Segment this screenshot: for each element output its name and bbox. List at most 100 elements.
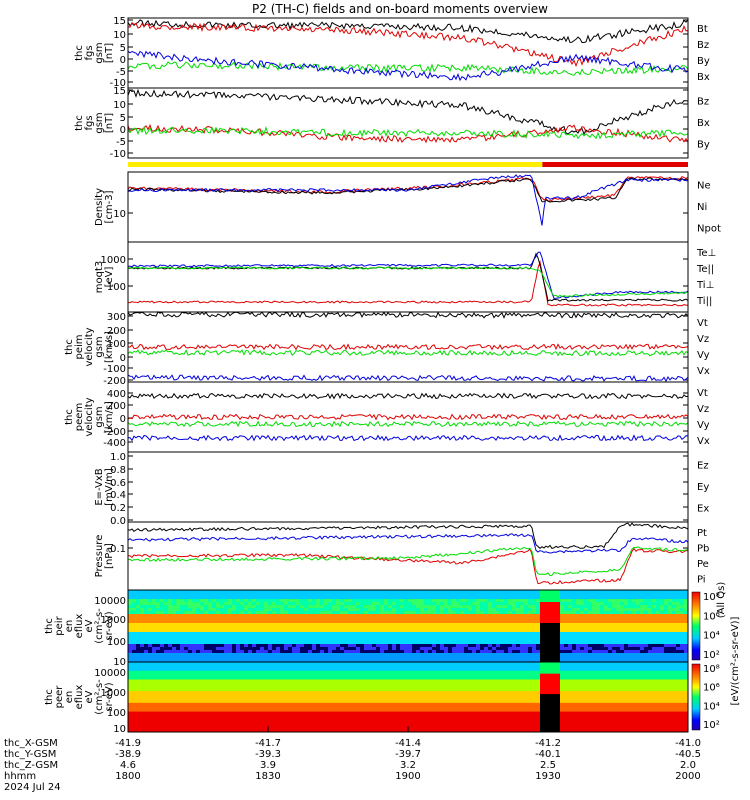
heatmap-cell [576,620,581,624]
heatmap-cell [556,617,561,621]
heatmap-cell [468,617,473,621]
heatmap-cell [384,638,389,642]
heatmap-cell [148,605,153,609]
heatmap-cell [352,626,357,630]
heatmap-cell [340,673,345,678]
heatmap-cell [220,656,225,660]
y-tick-label: 0 [120,125,126,136]
heatmap-cell [500,629,505,633]
heatmap-cell [416,596,421,600]
series-line [127,413,689,421]
heatmap-cell [588,626,593,630]
heatmap-cell [148,670,153,675]
heatmap-cell [244,697,249,701]
heatmap-cell [208,596,213,600]
heatmap-cell [312,670,317,675]
heatmap-cell [224,694,229,698]
heatmap-cell [300,702,305,707]
heatmap-cell [196,717,201,721]
heatmap-cell [296,726,301,730]
heatmap-cell [256,679,261,683]
heatmap-cell [128,691,133,695]
heatmap-cell [128,620,133,624]
heatmap-cell [324,705,329,710]
heatmap-cell [404,605,409,609]
heatmap-cell [212,702,217,707]
heatmap-cell [388,611,393,615]
heatmap-cell [548,632,553,636]
heatmap-cell [144,632,149,636]
heatmap-cell [548,623,553,627]
heatmap-cell [356,711,361,715]
heatmap-cell [364,605,369,609]
heatmap-cell [176,670,181,675]
heatmap-cell [512,626,517,630]
heatmap-cell [144,673,149,678]
heatmap-cell [144,644,149,648]
heatmap-cell [340,650,345,654]
heatmap-cell [184,629,189,633]
heatmap-cell [344,729,349,733]
heatmap-cell [480,623,485,627]
heatmap-cell [284,726,289,730]
heatmap-cell [204,726,209,730]
heatmap-cell [132,590,137,594]
heatmap-cell [344,664,349,669]
heatmap-cell [576,632,581,636]
heatmap-cell [420,647,425,651]
heatmap-cell [212,590,217,594]
heatmap-cell [292,602,297,606]
heatmap-cell [448,602,453,606]
heatmap-cell [200,635,205,639]
heatmap-cell [220,682,225,686]
heatmap-cell [164,711,169,715]
heatmap-cell [228,656,233,660]
heatmap-cell [628,599,633,603]
heatmap-cell [572,611,577,615]
heatmap-cell [320,635,325,639]
heatmap-cell [288,593,293,597]
heatmap-cell [164,723,169,727]
heatmap-cell [192,667,197,672]
heatmap-cell [404,611,409,615]
heatmap-cell [188,720,193,724]
heatmap-cell [596,629,601,633]
heatmap-cell [244,650,249,654]
heatmap-cell [220,697,225,701]
heatmap-cell [472,650,477,654]
heatmap-cell [428,608,433,612]
heatmap-cell [228,694,233,698]
heatmap-cell [420,623,425,627]
heatmap-cell [276,593,281,597]
heatmap-cell [180,623,185,627]
heatmap-cell [276,647,281,651]
heatmap-cell [624,602,629,606]
y-tick-label: 10 [113,100,126,111]
heatmap-cell [168,694,173,698]
heatmap-cell [264,644,269,648]
heatmap-cell [608,602,613,606]
heatmap-cell [224,726,229,730]
heatmap-cell [372,593,377,597]
heatmap-cell [504,629,509,633]
heatmap-cell [272,593,277,597]
heatmap-cell [520,647,525,651]
heatmap-cell [384,596,389,600]
heatmap-cell [424,626,429,630]
heatmap-cell [188,673,193,678]
heatmap-cell [252,708,257,713]
heatmap-cell [640,659,645,663]
heatmap-cell [544,644,549,648]
heatmap-cell [132,638,137,642]
heatmap-cell [272,720,277,724]
heatmap-cell [548,638,553,642]
heatmap-cell [456,653,461,657]
heatmap-cell [296,602,301,606]
heatmap-cell [152,599,157,603]
heatmap-cell [440,623,445,627]
heatmap-cell [196,659,201,663]
heatmap-cell [264,653,269,657]
heatmap-cell [432,593,437,597]
heatmap-cell [264,590,269,594]
